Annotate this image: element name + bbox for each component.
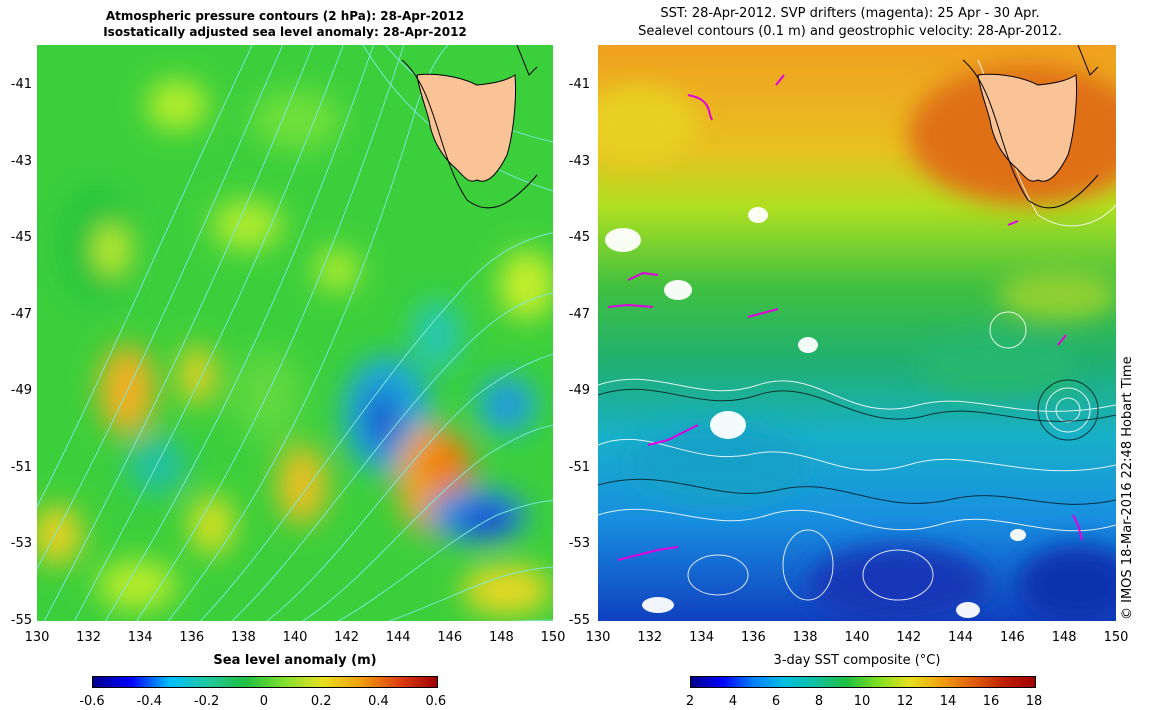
longitude-tick-label: 136 (179, 630, 205, 645)
longitude-tick-label: 142 (896, 630, 922, 645)
latitude-tick-label: -45 (568, 230, 590, 245)
colorbar-tick-label: 0.6 (425, 694, 447, 709)
longitude-tick-label: 134 (127, 630, 153, 645)
colorbar-tick-label: 12 (896, 694, 914, 709)
longitude-tick-label: 132 (76, 630, 101, 645)
latitude-tick-label: -51 (568, 459, 590, 475)
latitude-tick-label: -55 (568, 612, 590, 628)
colorbar-tick-label: 0.4 (368, 694, 389, 709)
longitude-tick-label: 150 (1103, 630, 1129, 645)
latitude-tick-label: -55 (10, 612, 32, 628)
latitude-tick-label: -43 (10, 153, 32, 169)
colorbar-tick-label: -0.4 (136, 694, 162, 709)
sea-level-anomaly-map (37, 45, 553, 621)
imos-credit: © IMOS 18-Mar-2016 22:48 Hobart Time (1120, 356, 1135, 620)
sea-level-anomaly-map-canvas (37, 45, 553, 621)
cloud-gaps (605, 207, 1026, 618)
colorbar-tick-label: -0.6 (79, 694, 105, 709)
sst-map (598, 45, 1116, 621)
colorbar-tick-label: 0 (259, 694, 269, 709)
longitude-tick-label: 144 (385, 630, 411, 645)
sea-level-anomaly-colorbar (92, 676, 438, 688)
colorbar-tick-label: 4 (728, 694, 738, 709)
latitude-tick-label: -47 (10, 306, 32, 322)
colorbar-tick-label: 16 (982, 694, 1000, 709)
longitude-tick-label: 146 (999, 630, 1025, 645)
latitude-tick-label: -49 (568, 383, 590, 398)
left-title-line1: Atmospheric pressure contours (2 hPa): 2… (105, 9, 465, 23)
latitude-tick-label: -47 (568, 306, 590, 322)
colorbar-tick-label: 14 (939, 694, 957, 709)
colorbar-tick-label: 18 (1025, 694, 1043, 709)
colorbar-tick-label: 8 (814, 694, 824, 709)
longitude-tick-label: 150 (540, 630, 566, 645)
left-colorbar-label: Sea level anomaly (m) (213, 653, 377, 668)
left-map-title: Atmospheric pressure contours (2 hPa): 2… (90, 8, 480, 40)
longitude-tick-label: 136 (740, 630, 766, 645)
latitude-tick-label: -41 (10, 77, 32, 92)
colorbar-tick-label: 0.2 (310, 694, 332, 709)
colorbar-tick-label: 2 (685, 694, 695, 709)
longitude-tick-label: 138 (792, 630, 818, 645)
longitude-tick-label: 134 (689, 630, 714, 645)
longitude-tick-label: 132 (637, 630, 663, 645)
latitude-tick-label: -43 (568, 153, 590, 169)
longitude-tick-label: 140 (844, 630, 870, 645)
right-colorbar-label: 3-day SST composite (°C) (773, 653, 941, 668)
svp-drifters (607, 74, 1083, 561)
left-title-line2: Isostatically adjusted sea level anomaly… (103, 25, 467, 39)
right-title-line1: SST: 28-Apr-2012. SVP drifters (magenta)… (660, 6, 1040, 21)
colorbar-tick-label: 6 (771, 694, 781, 709)
latitude-tick-label: -53 (568, 536, 590, 551)
longitude-tick-label: 138 (230, 630, 256, 645)
longitude-tick-label: 130 (585, 630, 611, 645)
latitude-tick-label: -49 (10, 383, 32, 398)
colorbar-tick-label: -0.2 (193, 694, 220, 709)
latitude-tick-label: -41 (568, 77, 590, 92)
longitude-tick-label: 148 (488, 630, 514, 645)
longitude-tick-label: 142 (334, 630, 359, 645)
longitude-tick-label: 140 (282, 630, 308, 645)
latitude-tick-label: -51 (10, 459, 32, 475)
tasmania-landmass (416, 73, 517, 182)
tasmania-landmass (977, 73, 1078, 182)
colorbar-tick-label: 10 (853, 694, 871, 709)
longitude-tick-label: 144 (948, 630, 973, 645)
sst-map-canvas (598, 45, 1116, 621)
latitude-tick-label: -53 (10, 536, 32, 551)
right-map-title: SST: 28-Apr-2012. SVP drifters (magenta)… (600, 5, 1100, 41)
longitude-tick-label: 130 (24, 630, 50, 645)
right-title-line2: Sealevel contours (0.1 m) and geostrophi… (638, 24, 1062, 39)
longitude-tick-label: 146 (437, 630, 463, 645)
latitude-tick-label: -45 (10, 230, 32, 245)
longitude-tick-label: 148 (1051, 630, 1077, 645)
sst-colorbar (690, 676, 1036, 688)
geostrophic-velocity (598, 379, 1116, 505)
